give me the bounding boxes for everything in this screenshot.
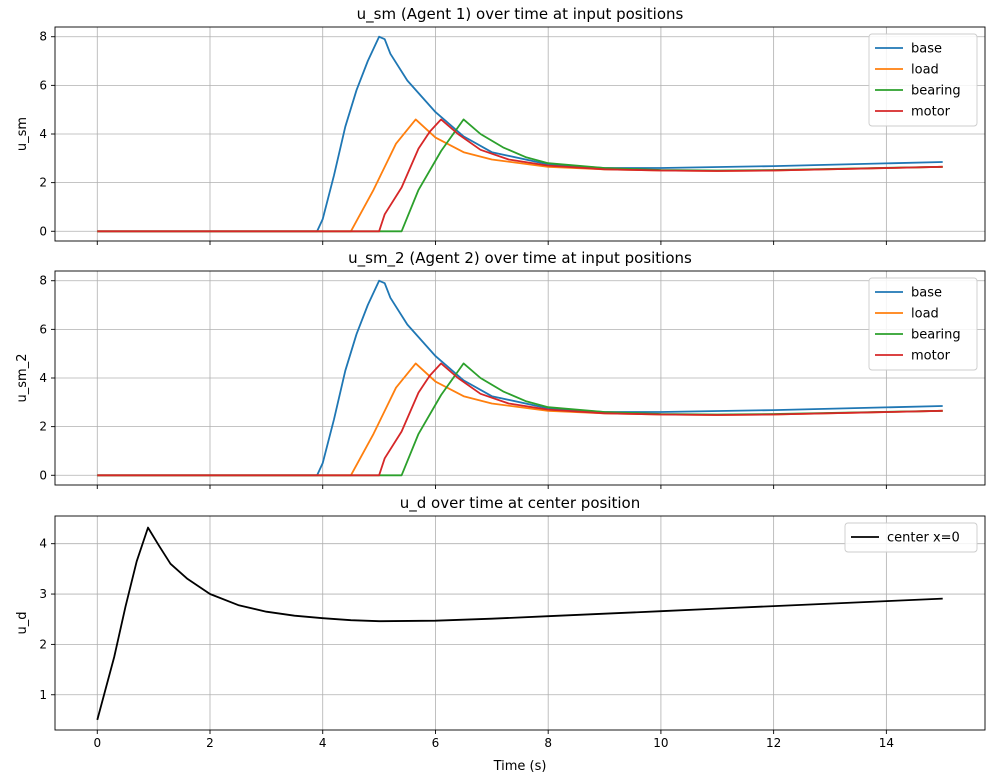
legend: center x=0 [844, 522, 978, 553]
y-tick-label: 6 [39, 78, 47, 92]
y-tick-label: 6 [39, 322, 47, 336]
legend-label: bearing [911, 328, 961, 343]
x-tick-label: 6 [432, 736, 440, 750]
y-axis-label: u_sm_2 [15, 354, 30, 403]
x-tick-label: 4 [319, 736, 327, 750]
legend-label: motor [911, 349, 951, 364]
x-tick-label: 2 [206, 736, 214, 750]
y-axis-label: u_d [15, 612, 30, 635]
legend-label: base [911, 286, 942, 301]
y-tick-label: 2 [39, 637, 47, 651]
series-line-bearing [97, 118, 943, 233]
x-tick-label: 14 [879, 736, 894, 750]
legend-label: base [911, 42, 942, 57]
series-line-center-x-0 [96, 526, 943, 721]
legend: base load bearing motor [868, 277, 978, 371]
chart-title: u_d over time at center position [400, 494, 640, 513]
y-axis-label: u_sm [15, 117, 30, 151]
legend-label: bearing [911, 84, 961, 99]
axes-frame [54, 515, 986, 731]
legend-label: load [911, 307, 939, 322]
x-tick-label: 8 [544, 736, 552, 750]
series-line-motor [97, 118, 943, 233]
y-tick-label: 4 [39, 537, 47, 551]
x-axis-label: Time (s) [493, 759, 547, 774]
legend-box [868, 33, 978, 127]
series-line-bearing [97, 362, 943, 477]
y-tick-label: 4 [39, 127, 47, 141]
y-tick-label: 3 [39, 587, 47, 601]
chart-title: u_sm (Agent 1) over time at input positi… [357, 5, 684, 24]
y-tick-label: 2 [39, 420, 47, 434]
y-tick-label: 4 [39, 371, 47, 385]
series-line-motor [97, 362, 943, 477]
x-tick-label: 12 [766, 736, 781, 750]
x-tick-label: 0 [93, 736, 101, 750]
y-tick-label: 8 [39, 30, 47, 44]
legend-label: motor [911, 105, 951, 120]
series-line-load [97, 362, 943, 477]
y-tick-label: 2 [39, 176, 47, 190]
chart-title: u_sm_2 (Agent 2) over time at input posi… [348, 249, 692, 268]
y-tick-label: 8 [39, 274, 47, 288]
y-tick-label: 0 [39, 468, 47, 482]
legend-label: center x=0 [887, 531, 960, 546]
series-line-load [97, 118, 943, 233]
y-tick-label: 1 [39, 688, 47, 702]
legend: base load bearing motor [868, 33, 978, 127]
chart-panel-1: 0 2 4 6 8 u_sm (Agent 1) over time at input p… [15, 5, 986, 245]
legend-box [844, 522, 978, 553]
legend-box [868, 277, 978, 371]
y-tick-label: 0 [39, 224, 47, 238]
x-tick-label: 10 [653, 736, 668, 750]
legend-label: load [911, 63, 939, 78]
chart-panel-2: 0 2 4 6 8 u_sm_2 (Agent 2) over time at input… [15, 249, 986, 489]
